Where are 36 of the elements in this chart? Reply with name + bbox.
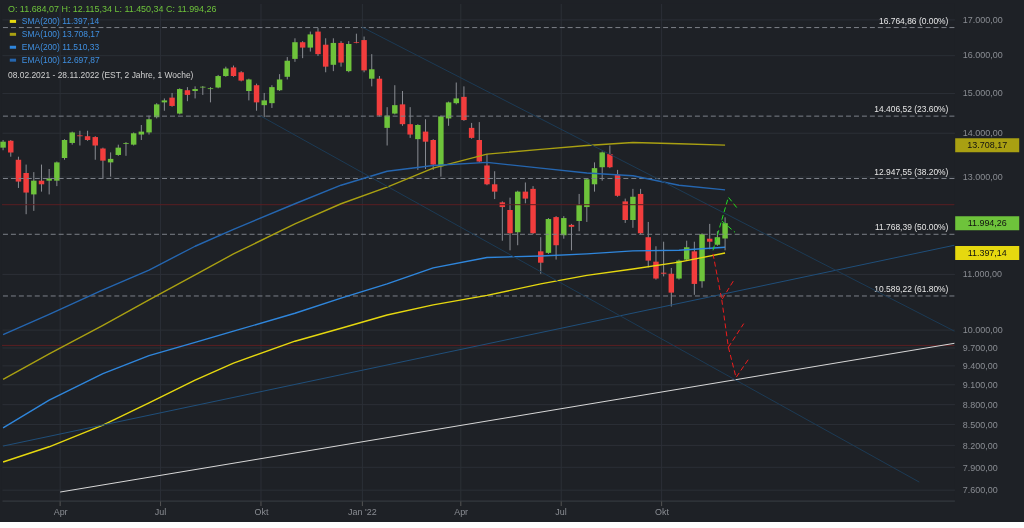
- x-tick-label: Jul: [555, 507, 567, 518]
- ref-line-label: 10.589,22 (61.80%): [874, 284, 949, 294]
- y-tick-label: 15.000,00: [962, 88, 1003, 99]
- y-tick-label: 10.000,00: [962, 324, 1003, 335]
- y-tick-label: 14.000,00: [962, 128, 1003, 139]
- legend-label: EMA(200) 11.510,33: [21, 42, 100, 53]
- x-tick-label: Apr: [53, 507, 68, 518]
- text: 13.708,17: [967, 140, 1008, 151]
- y-tick-label: 8.200,00: [962, 440, 998, 451]
- legend-label: SMA(200) 11.397,14: [21, 16, 100, 27]
- x-tick-label: Okt: [654, 507, 670, 518]
- text: 08.02.2021 - 28.11.2022 (EST, 2 Jahre, 1 Woche): [7, 70, 194, 81]
- y-tick-label: 8.800,00: [962, 399, 998, 410]
- y-tick-label: 13.000,00: [962, 171, 1003, 182]
- legend-label: SMA(100) 13.708,17: [21, 29, 101, 40]
- x-tick-label: Apr: [454, 507, 469, 518]
- ref-line-label: 14.406,52 (23.60%): [874, 104, 949, 115]
- y-tick-label: 9.700,00: [962, 342, 998, 353]
- x-tick-label: Jul: [154, 507, 167, 518]
- y-tick-label: 8.500,00: [962, 419, 998, 430]
- y-tick-label: 7.900,00: [962, 462, 998, 473]
- y-tick-label: 17.000,00: [962, 14, 1003, 25]
- ref-line-label: 11.768,39 (50.00%): [874, 222, 949, 233]
- ref-line-label: 16.764,86 (0.00%): [879, 15, 949, 26]
- y-tick-label: 9.100,00: [962, 379, 998, 390]
- chart-title: O: 11.684,07 H: 12.115,34 L: 11.450,34 C: 11.994,26: [7, 4, 217, 15]
- text: 11.994,26: [967, 218, 1007, 229]
- legend-label: EMA(100) 12.697,87: [21, 55, 101, 66]
- y-tick-label: 9.400,00: [962, 361, 998, 372]
- text: 11.397,14: [967, 248, 1007, 258]
- ref-line-label: 12.947,55 (38.20%): [874, 166, 949, 177]
- y-tick-label: 11.000,00: [962, 269, 1002, 280]
- y-tick-label: 16.000,00: [962, 50, 1003, 61]
- x-tick-label: Okt: [254, 507, 269, 518]
- y-tick-label: 7.600,00: [962, 485, 998, 496]
- x-tick-label: Jan '22: [348, 507, 377, 518]
